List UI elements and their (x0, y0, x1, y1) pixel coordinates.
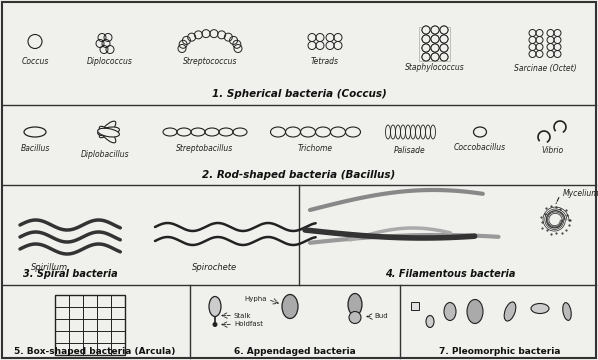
Text: Holdfast: Holdfast (234, 321, 263, 328)
Text: Spirillum: Spirillum (32, 263, 69, 272)
Text: Vibrio: Vibrio (541, 146, 563, 155)
Circle shape (440, 53, 448, 61)
Text: Palisade: Palisade (394, 146, 426, 155)
Text: Mycelium: Mycelium (563, 189, 598, 198)
Text: Sarcinae (Octet): Sarcinae (Octet) (514, 63, 576, 72)
Circle shape (440, 44, 448, 52)
Text: Tetrads: Tetrads (311, 58, 339, 67)
Text: 7. Pleomorphic bacteria: 7. Pleomorphic bacteria (440, 347, 561, 356)
Circle shape (431, 53, 439, 61)
Circle shape (422, 35, 430, 43)
Text: Trichome: Trichome (297, 144, 332, 153)
Text: 1. Spherical bacteria (Coccus): 1. Spherical bacteria (Coccus) (212, 89, 386, 99)
Circle shape (440, 26, 448, 34)
Ellipse shape (426, 315, 434, 328)
Ellipse shape (209, 297, 221, 316)
Ellipse shape (411, 303, 419, 310)
Text: Stalk: Stalk (234, 312, 252, 319)
Text: 5. Box-shaped bacteria (Arcula): 5. Box-shaped bacteria (Arcula) (14, 347, 176, 356)
Ellipse shape (99, 126, 116, 143)
Text: Streptobacillus: Streptobacillus (176, 144, 234, 153)
Ellipse shape (97, 127, 120, 136)
Circle shape (422, 44, 430, 52)
Text: Diplobacillus: Diplobacillus (81, 150, 129, 159)
Circle shape (422, 26, 430, 34)
Text: Coccus: Coccus (22, 58, 48, 67)
Circle shape (440, 35, 448, 43)
Ellipse shape (444, 302, 456, 320)
Ellipse shape (563, 303, 571, 320)
Text: Bacillus: Bacillus (20, 144, 50, 153)
Circle shape (349, 311, 361, 324)
Ellipse shape (282, 294, 298, 319)
Ellipse shape (99, 121, 116, 138)
Ellipse shape (467, 300, 483, 324)
Text: Coccobacillus: Coccobacillus (454, 143, 506, 152)
Text: 4. Filamentous bacteria: 4. Filamentous bacteria (385, 269, 515, 279)
Text: Bud: Bud (374, 314, 388, 320)
Circle shape (213, 323, 217, 327)
Text: 6. Appendaged bacteria: 6. Appendaged bacteria (234, 347, 356, 356)
Circle shape (431, 35, 439, 43)
Bar (55, 295, 125, 355)
Circle shape (422, 53, 430, 61)
Text: Hypha: Hypha (245, 296, 267, 302)
Circle shape (431, 44, 439, 52)
Text: 3. Spiral bacteria: 3. Spiral bacteria (23, 269, 117, 279)
Ellipse shape (504, 302, 516, 321)
Text: 2. Rod-shaped bacteria (Bacillus): 2. Rod-shaped bacteria (Bacillus) (202, 170, 396, 180)
Text: Streptococcus: Streptococcus (183, 58, 237, 67)
Ellipse shape (97, 128, 120, 137)
Circle shape (431, 26, 439, 34)
Bar (411, 302, 419, 310)
Text: Staphylococcus: Staphylococcus (405, 63, 465, 72)
Ellipse shape (348, 293, 362, 315)
Ellipse shape (531, 303, 549, 314)
Text: Spirochete: Spirochete (193, 263, 237, 272)
Text: Diplococcus: Diplococcus (87, 58, 133, 67)
Bar (419, 27, 450, 60)
